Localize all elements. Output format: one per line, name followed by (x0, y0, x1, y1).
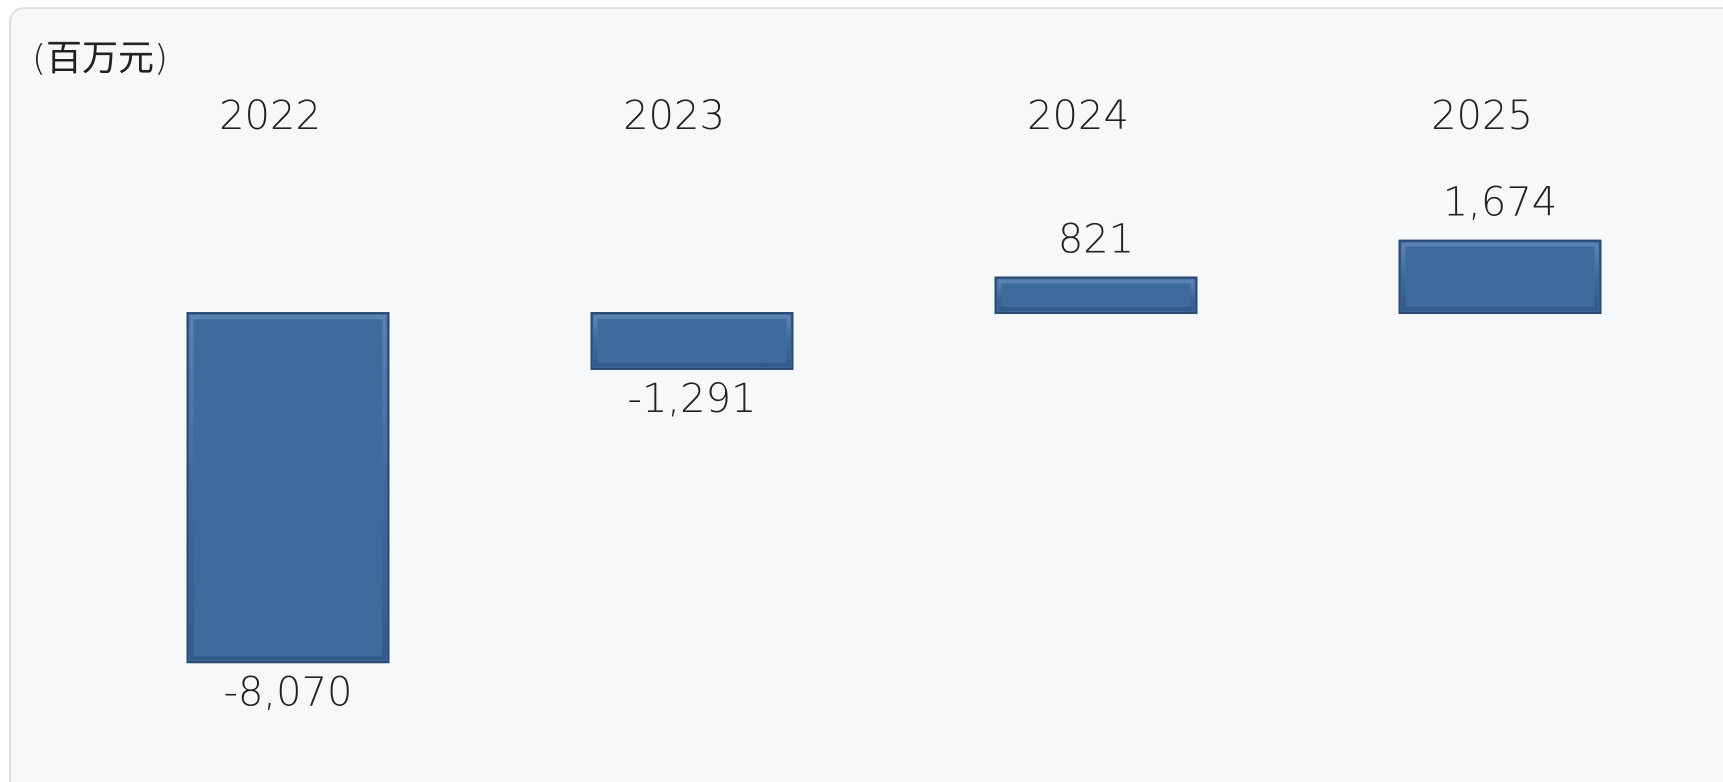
bar-bevel (997, 279, 1195, 312)
x-tick-label: 2023 (623, 93, 725, 139)
bar-bevel (593, 315, 791, 367)
x-tick-label: 2024 (1027, 93, 1129, 139)
panel (9, 7, 1723, 782)
x-tick-label: 2025 (1431, 93, 1533, 139)
value-label: -1,291 (628, 376, 757, 422)
bar-bevel (1401, 242, 1599, 312)
bar (590, 312, 794, 370)
unit-label: (百万元) (32, 38, 168, 79)
bar-bevel (189, 315, 387, 661)
bar (1398, 239, 1602, 315)
bar (186, 312, 390, 664)
value-label: -8,070 (224, 669, 353, 715)
value-label: 821 (1058, 217, 1134, 263)
x-tick-label: 2022 (219, 93, 321, 139)
value-label: 1,674 (1443, 180, 1558, 226)
